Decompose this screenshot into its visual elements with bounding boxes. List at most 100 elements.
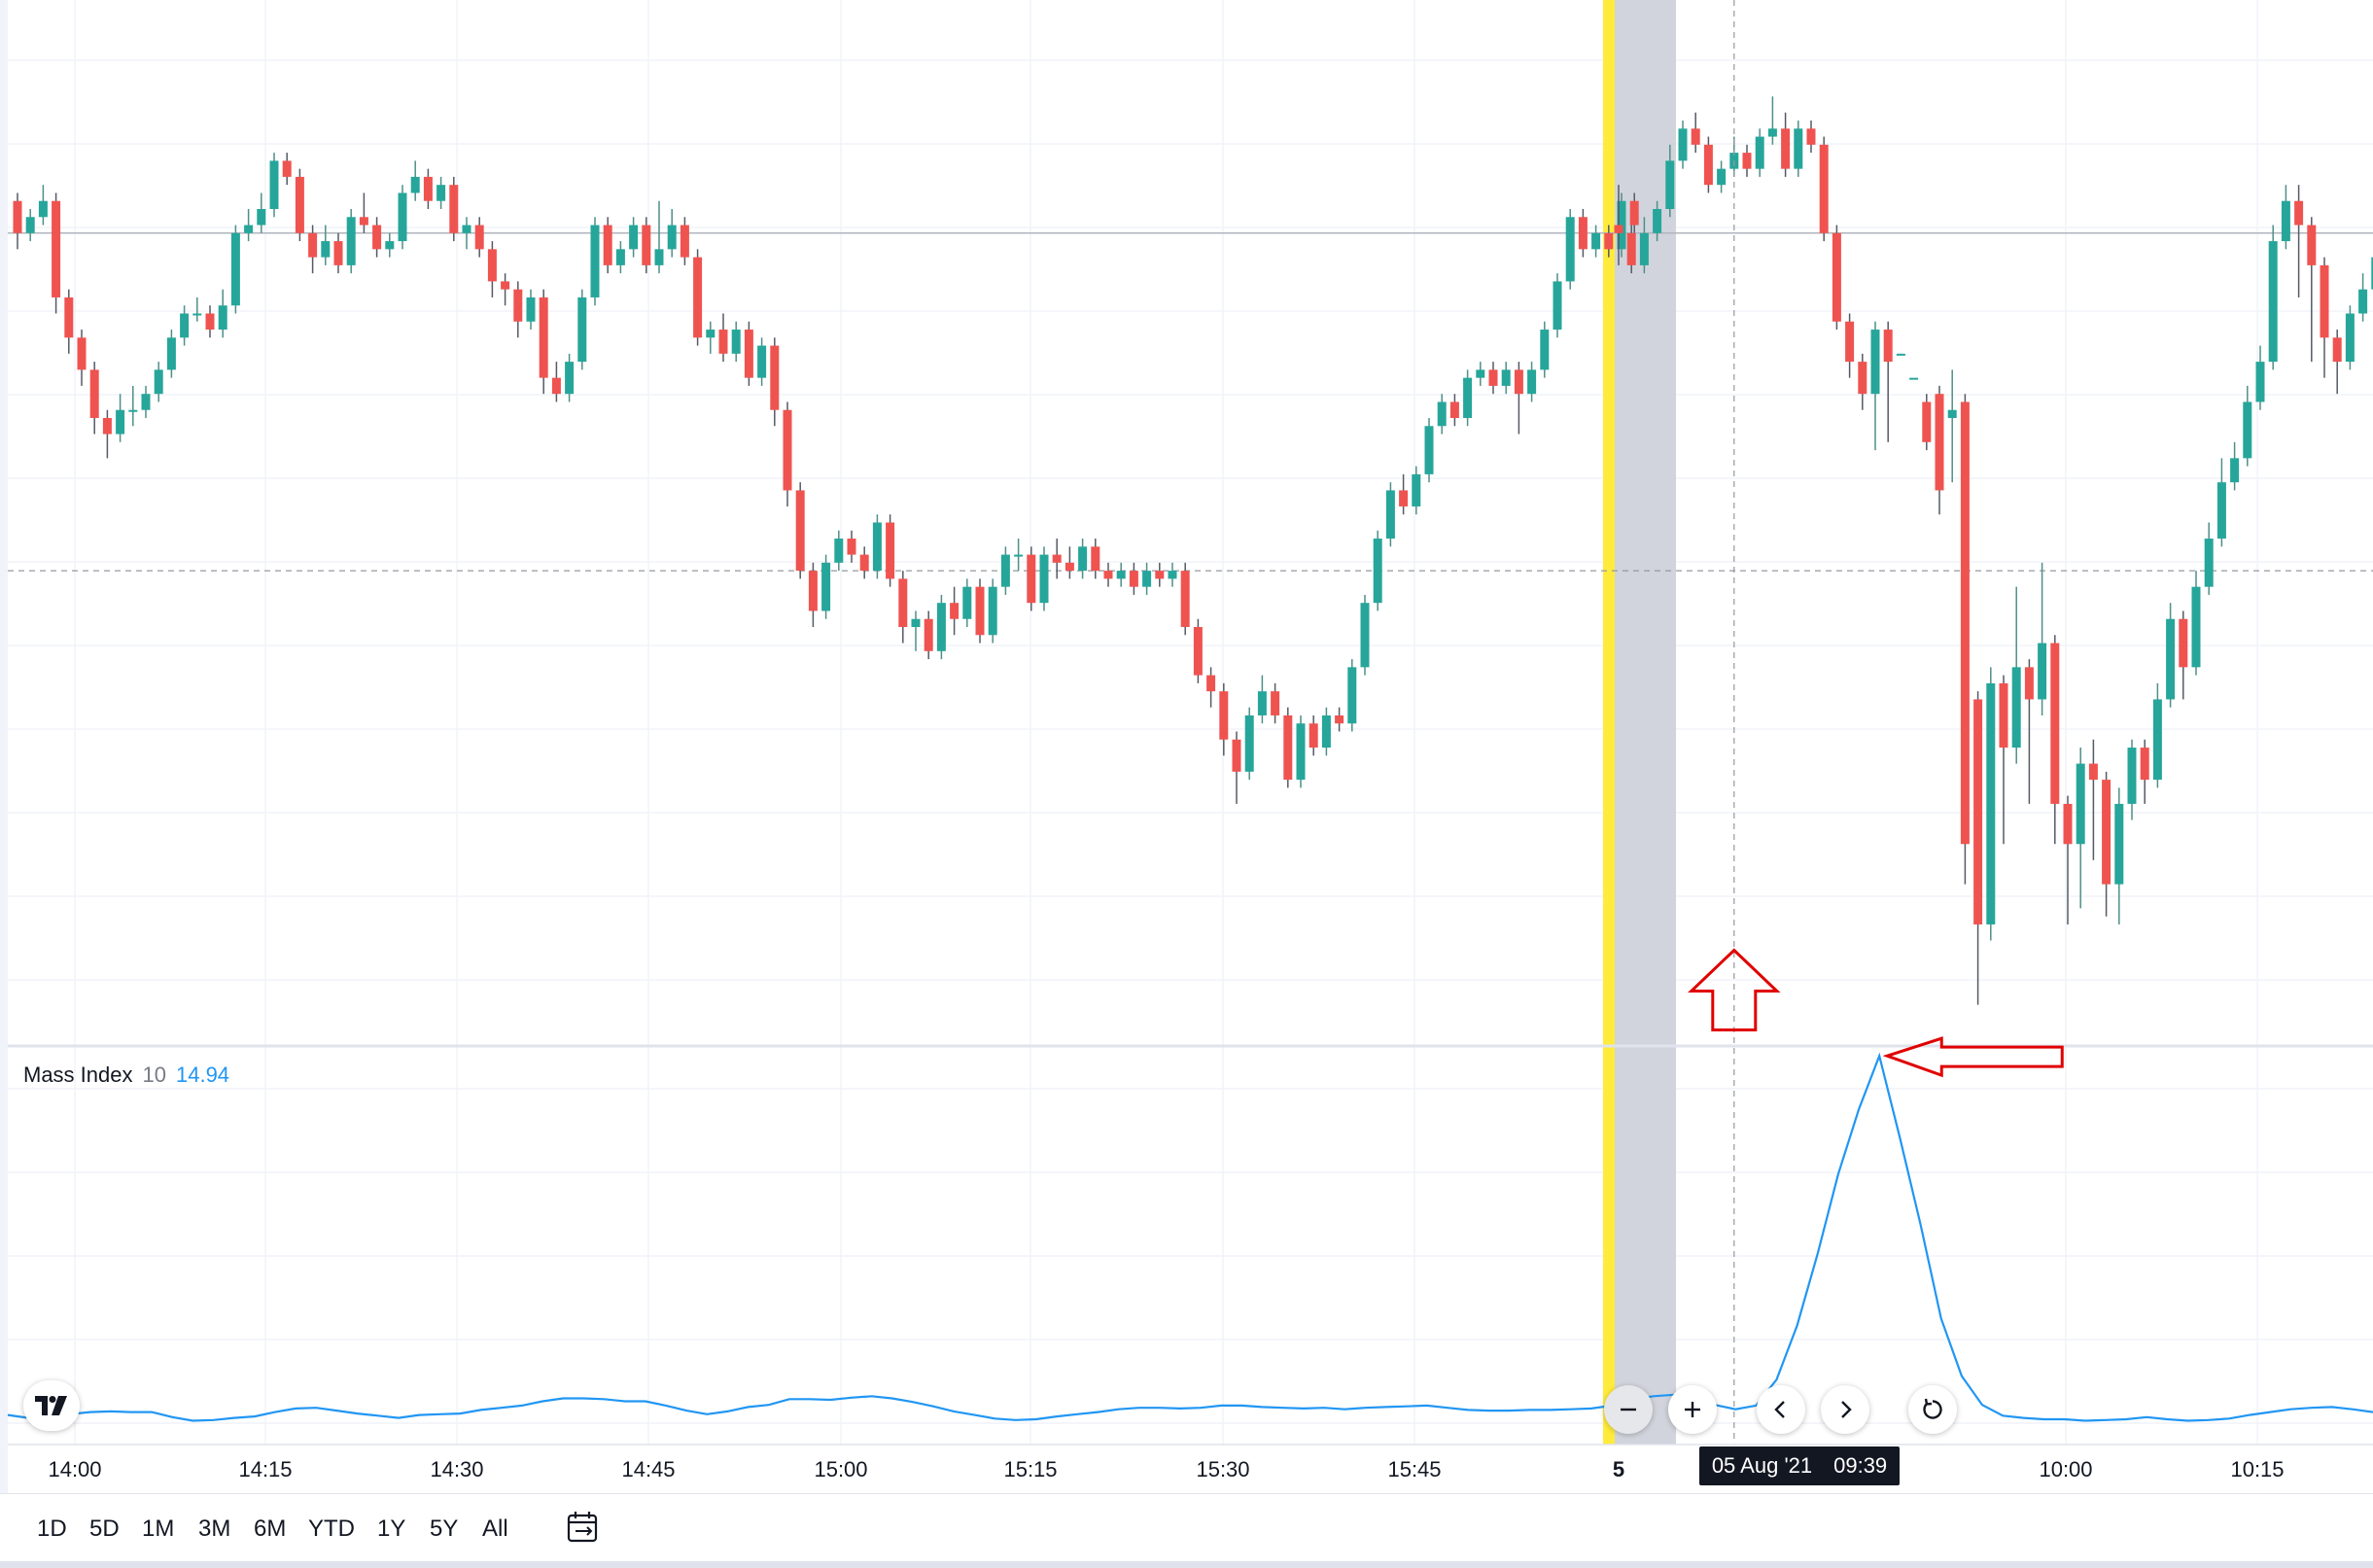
candle-down	[308, 232, 318, 258]
candle-up	[1321, 714, 1331, 749]
chevron-left-icon	[1774, 1401, 1785, 1418]
range-1m-button[interactable]: 1M	[142, 1516, 175, 1542]
candle-up	[230, 232, 240, 306]
candle-up	[1755, 136, 1764, 169]
zoom-out-button[interactable]	[1604, 1385, 1653, 1434]
calendar-range-icon	[567, 1512, 598, 1543]
candle-up	[1244, 714, 1254, 772]
candle-up	[2230, 458, 2240, 483]
candle-up	[1014, 554, 1024, 557]
candle-up	[1078, 546, 1088, 572]
time-tick-label: 10:00	[2039, 1457, 2092, 1481]
candle-up	[2127, 748, 2137, 804]
scroll-right-button[interactable]	[1821, 1385, 1869, 1434]
candle-down	[1742, 153, 1752, 169]
range-5y-button[interactable]: 5Y	[430, 1516, 459, 1542]
candle-down	[359, 217, 368, 226]
candle-down	[1973, 699, 1983, 924]
candle-down	[52, 200, 61, 297]
candle-up	[1591, 232, 1601, 250]
candle-down	[1626, 232, 1636, 265]
mass-index-legend[interactable]: Mass Index 10 14.94	[23, 1063, 229, 1088]
candle-up	[1870, 330, 1880, 395]
range-ytd-button[interactable]: YTD	[308, 1516, 355, 1542]
reset-chart-button[interactable]	[1908, 1385, 1957, 1434]
candle-down	[744, 330, 753, 378]
candle-down	[1399, 490, 1409, 506]
candle-down	[603, 225, 612, 265]
candle-down	[680, 225, 689, 258]
candle-up	[1347, 667, 1357, 724]
mass-index-line	[7, 1052, 2373, 1422]
crosshair-time: 09:39	[1833, 1453, 1888, 1478]
candle-up	[1437, 401, 1447, 427]
time-tick-label: 15:30	[1196, 1457, 1249, 1481]
candle-up	[166, 337, 176, 370]
candle-up	[1767, 128, 1777, 137]
chart-canvas[interactable]: 14:00 14:15 14:30 14:45 15:00 15:15 15:30 15:45…	[0, 0, 2373, 1493]
candle-up	[834, 539, 844, 563]
range-1d-button[interactable]: 1D	[37, 1516, 67, 1542]
candle-up	[141, 394, 151, 410]
candle-down	[1219, 691, 1229, 740]
candle-down	[1806, 128, 1816, 145]
candle-up	[565, 362, 575, 395]
candle-down	[1845, 321, 1855, 363]
candle-up	[1540, 330, 1550, 370]
scroll-left-button[interactable]	[1757, 1385, 1805, 1434]
range-6m-button[interactable]: 6M	[254, 1516, 287, 1542]
go-to-date-button[interactable]	[564, 1508, 603, 1547]
candle-up	[706, 330, 715, 338]
candle-down	[1335, 714, 1344, 724]
candle-down	[1091, 546, 1100, 572]
candle-down	[1309, 723, 1318, 749]
annotation-left-arrow	[1882, 1036, 2064, 1078]
candle-up	[1257, 691, 1267, 715]
range-1y-button[interactable]: 1Y	[377, 1516, 406, 1542]
candle-up	[654, 249, 664, 265]
range-3m-button[interactable]: 3M	[198, 1516, 231, 1542]
crosshair-time-label: 05 Aug '21 09:39	[1699, 1446, 1900, 1485]
candle-up	[385, 241, 395, 250]
range-all-button[interactable]: All	[482, 1516, 508, 1542]
time-tick-label: 15:15	[1003, 1457, 1057, 1481]
candle-up	[1385, 490, 1395, 540]
candle-down	[1858, 362, 1867, 395]
zoom-in-button[interactable]	[1668, 1385, 1717, 1434]
candle-up	[962, 586, 972, 619]
candle-up	[2191, 586, 2201, 668]
candle-up	[462, 225, 471, 233]
candle-up	[38, 200, 48, 218]
candle-down	[1832, 232, 1841, 322]
candle-up	[321, 241, 331, 258]
candle-down	[718, 330, 728, 354]
candle-up	[2371, 257, 2373, 290]
candle-up	[2243, 401, 2252, 459]
candle-up	[436, 185, 446, 201]
range-5d-button[interactable]: 5D	[89, 1516, 120, 1542]
candle-down	[2179, 618, 2188, 668]
candle-down	[449, 185, 459, 233]
candle-down	[64, 296, 74, 338]
candle-up	[526, 296, 536, 322]
candle-down	[693, 257, 703, 338]
session-break-highlight	[1603, 0, 1615, 1445]
candle-down	[1604, 232, 1614, 250]
candle-down	[513, 289, 523, 322]
candle-down	[539, 296, 548, 378]
candle-down	[1819, 144, 1829, 233]
chart-left-border	[0, 0, 8, 1568]
time-tick-label: 14:30	[430, 1457, 483, 1481]
tradingview-logo[interactable]	[23, 1380, 80, 1431]
candle-up	[128, 409, 138, 412]
candle-down	[2063, 803, 2073, 845]
candle-up	[577, 296, 587, 363]
candle-up	[2114, 803, 2124, 885]
candle-up	[218, 305, 227, 331]
bottom-toolbar: 1D 5D 1M 3M 6M YTD 1Y 5Y All	[0, 1493, 2373, 1562]
candle-up	[1986, 682, 1996, 924]
candle-down	[642, 225, 651, 265]
candle-up	[257, 209, 266, 226]
candle-up	[1000, 554, 1010, 587]
candle-up	[757, 345, 767, 378]
